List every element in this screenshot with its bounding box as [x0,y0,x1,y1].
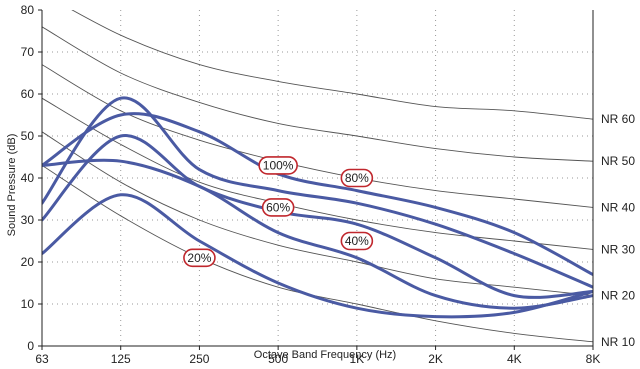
y-tick-label: 10 [21,297,35,311]
x-tick-label: 63 [35,352,49,366]
series-label: 40% [345,234,369,248]
nr-curve-line [71,10,593,120]
series-label-box [340,168,374,188]
y-axis-title: Sound Pressure (dB) [6,134,18,237]
nr-curves: NR 10 NR 20 NR 30 NR 40 NR 50 NR 60 [42,10,635,349]
nr-curve-label: NR 20 [601,289,635,303]
series-label-box [183,248,216,268]
series-label: 100% [263,158,294,172]
measurement-series [42,96,593,319]
nr-curve-label: NR 40 [601,200,635,214]
x-tick-label: 500 [268,352,288,366]
y-tick-label: 50 [21,129,35,143]
nr-curve-line [42,26,593,162]
nr-curve-line [42,131,593,297]
series-line [42,158,593,310]
x-tick-label: 4K [507,352,522,366]
series-label: 80% [345,171,369,185]
y-tick-label: 30 [21,213,35,227]
x-tick-label: 2K [428,352,443,366]
series-labels: 100% 80% 60% 40% 20% [183,156,374,268]
x-tick-label: 8K [586,352,601,366]
series-label-box [340,231,374,251]
series-label-box [261,198,295,217]
y-tick-label: 70 [21,45,35,59]
series-label: 60% [266,200,290,214]
series-label: 20% [187,251,211,265]
x-axis-title: Octave Band Frequency (Hz) [254,349,396,361]
nr-curve-line [42,64,593,208]
nr-curve-label: NR 10 [601,335,635,349]
x-tick-label: 250 [189,352,209,366]
nr-curve-label: NR 30 [601,242,635,256]
y-tick-label: 0 [27,339,34,353]
x-tick-label: 1K [350,352,365,366]
axes: 0 10 20 30 40 50 60 70 80 63 125 250 500 1K 2K 4K 8K [21,3,601,366]
y-tick-label: 20 [21,255,35,269]
series-line [42,193,593,319]
y-tick-label: 60 [21,87,35,101]
x-tick-label: 125 [111,352,131,366]
series-label-box [258,156,298,175]
y-tick-label: 80 [21,3,35,17]
nr-curve-label: NR 60 [601,112,635,126]
nr-curve-line [42,97,593,250]
series-line [42,134,593,299]
nr-curve-label: NR 50 [601,154,635,168]
grid [42,10,593,346]
y-tick-label: 40 [21,171,35,185]
series-line [42,96,593,289]
series-line [42,112,593,277]
